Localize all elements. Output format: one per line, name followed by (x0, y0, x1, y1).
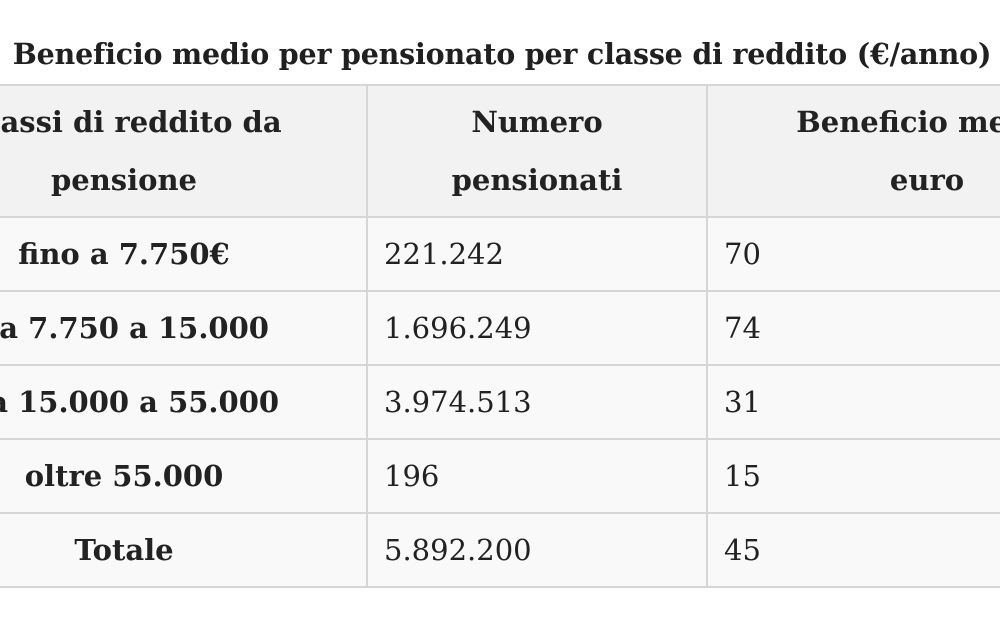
row-pensioners-count: 221.242 (366, 216, 708, 292)
row-income-class: oltre 55.000 (0, 438, 368, 514)
header-pensioners-count-line1: Numero (471, 105, 603, 139)
row-pensioners-count: 196 (366, 438, 708, 514)
header-pensioners-count-line2: pensionati (451, 163, 623, 197)
table-row: da 7.750 a 15.000 1.696.249 74 (0, 290, 1000, 366)
row-average-benefit: 45 (706, 512, 1000, 588)
header-pensioners-count: Numero pensionati (366, 84, 708, 218)
table-row: fino a 7.750€ 221.242 70 (0, 216, 1000, 292)
header-average-benefit-line1: Beneficio medio (796, 105, 1000, 139)
row-average-benefit: 74 (706, 290, 1000, 366)
row-pensioners-count: 5.892.200 (366, 512, 708, 588)
header-average-benefit-line2: euro (889, 163, 965, 197)
row-income-class: da 7.750 a 15.000 (0, 290, 368, 366)
table-row: da 15.000 a 55.000 3.974.513 31 (0, 364, 1000, 440)
table-header-row: Classi di reddito da pensione Numero pen… (0, 84, 1000, 218)
row-pensioners-count: 3.974.513 (366, 364, 708, 440)
row-pensioners-count: 1.696.249 (366, 290, 708, 366)
header-income-class-line2: pensione (50, 163, 198, 197)
row-income-class: fino a 7.750€ (0, 216, 368, 292)
header-average-benefit: Beneficio medio euro (706, 84, 1000, 218)
row-income-class: da 15.000 a 55.000 (0, 364, 368, 440)
table-row-total: Totale 5.892.200 45 (0, 512, 1000, 588)
row-average-benefit: 70 (706, 216, 1000, 292)
row-average-benefit: 15 (706, 438, 1000, 514)
header-income-class: Classi di reddito da pensione (0, 84, 368, 218)
row-income-class: Totale (0, 512, 368, 588)
table-caption: Beneficio medio per pensionato per class… (12, 37, 992, 71)
header-income-class-line1: Classi di reddito da (0, 105, 282, 139)
pension-benefit-table: Classi di reddito da pensione Numero pen… (0, 84, 1000, 588)
table-row: oltre 55.000 196 15 (0, 438, 1000, 514)
row-average-benefit: 31 (706, 364, 1000, 440)
